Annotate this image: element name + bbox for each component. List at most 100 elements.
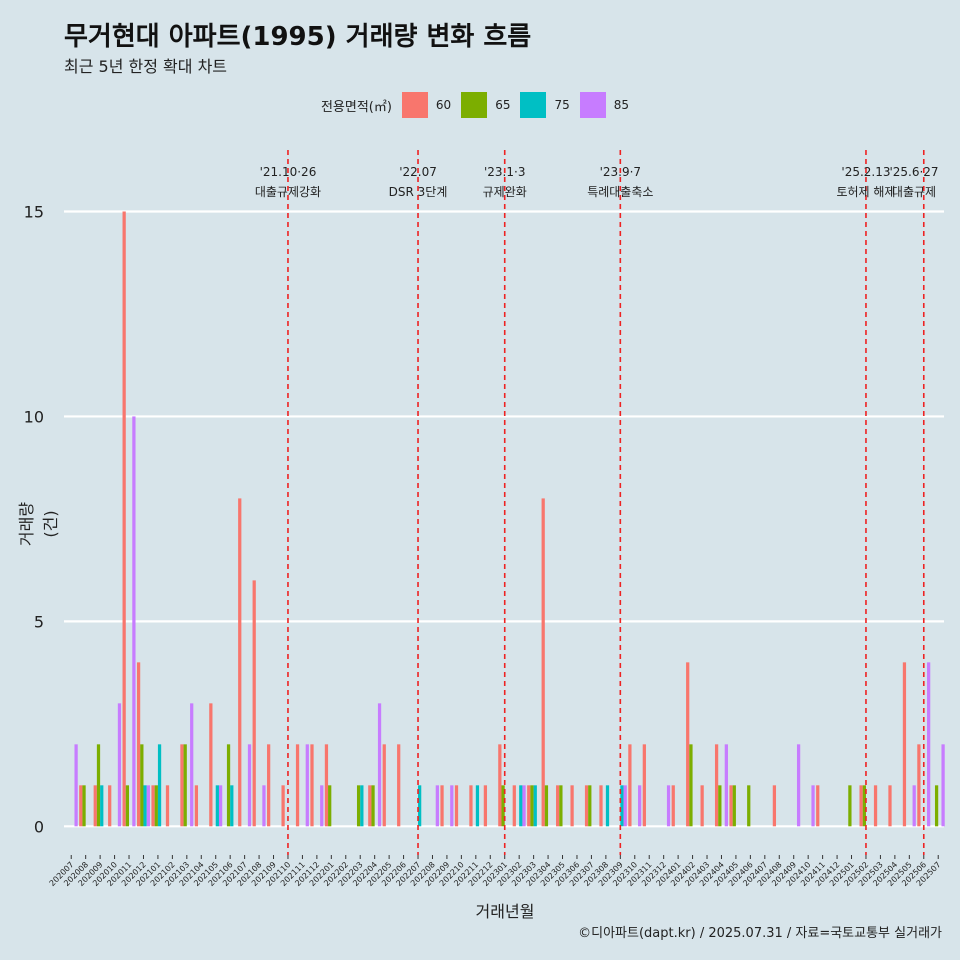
legend-item-60: 60 — [401, 92, 452, 118]
bar — [927, 662, 931, 827]
bar — [305, 744, 309, 827]
bar — [772, 785, 777, 827]
bar — [642, 744, 646, 827]
bar — [418, 785, 422, 827]
bar — [100, 785, 104, 827]
annotation-label: 특례대출축소 — [587, 185, 653, 199]
bar — [686, 662, 690, 827]
bar — [902, 662, 907, 827]
legend-swatch-75 — [520, 92, 547, 118]
bar — [281, 785, 285, 827]
bar — [700, 785, 704, 827]
annotation-date: '23.1·3 — [484, 165, 525, 179]
bar — [498, 744, 502, 827]
bar — [718, 785, 722, 827]
bar — [435, 785, 439, 827]
bar — [559, 785, 563, 827]
bar — [226, 744, 231, 827]
bar — [469, 785, 473, 827]
bar — [252, 580, 256, 827]
bar — [816, 785, 820, 827]
legend-label-85: 85 — [613, 98, 630, 112]
y-tick-label: 15 — [24, 202, 44, 221]
bar — [544, 785, 549, 827]
bar — [588, 785, 592, 827]
bar — [183, 744, 187, 827]
bar — [666, 785, 671, 827]
bar — [382, 744, 386, 827]
bar — [689, 744, 693, 827]
bar — [732, 785, 736, 827]
bar — [475, 785, 480, 827]
bar — [519, 785, 523, 827]
bar — [267, 744, 271, 827]
bar — [157, 744, 162, 827]
legend-item-75: 75 — [520, 92, 570, 118]
legend-label-75: 75 — [554, 98, 570, 112]
bar — [371, 785, 375, 827]
annotation-date: '21.10·26 — [260, 165, 317, 179]
bar — [501, 785, 505, 827]
chart-subtitle: 최근 5년 한정 확대 차트 — [64, 57, 228, 76]
bar — [132, 416, 136, 827]
bar — [888, 785, 892, 827]
bar — [96, 744, 101, 827]
bar — [848, 785, 852, 827]
bar — [165, 785, 170, 827]
bar — [125, 785, 130, 827]
bar — [512, 785, 516, 827]
y-tick-label: 5 — [34, 612, 44, 631]
bar — [122, 211, 126, 827]
bar — [93, 785, 97, 827]
bar — [527, 785, 531, 827]
bar — [556, 785, 560, 827]
bar — [483, 785, 488, 827]
bar — [180, 744, 184, 827]
bar — [230, 785, 234, 827]
bar — [522, 785, 526, 827]
bar — [310, 744, 314, 827]
bar — [623, 785, 627, 827]
bar — [218, 785, 223, 827]
bar — [209, 703, 213, 827]
bar — [136, 662, 141, 827]
bar — [912, 785, 916, 827]
bar — [917, 744, 921, 827]
bar — [324, 744, 329, 827]
y-axis-label: 거래량(건) — [17, 501, 60, 547]
bar — [796, 744, 801, 827]
legend-swatch-60 — [401, 92, 428, 118]
bar — [108, 785, 112, 827]
annotation-label: 토허제 해제 — [836, 185, 895, 199]
bar — [151, 785, 155, 827]
bar — [533, 785, 537, 827]
bar — [859, 785, 863, 827]
bar — [599, 785, 603, 827]
bar — [79, 785, 83, 827]
bar — [368, 785, 372, 827]
bar — [714, 744, 719, 827]
bar — [934, 785, 939, 827]
bar — [74, 744, 78, 827]
x-axis-label: 거래년월 — [475, 902, 535, 921]
bar — [454, 785, 459, 827]
annotation-label: 대출규제 — [892, 185, 936, 199]
bar — [724, 744, 728, 827]
bar — [190, 703, 194, 827]
bar — [638, 785, 642, 827]
legend-swatch-85 — [579, 92, 606, 118]
bar — [154, 785, 158, 827]
y-tick-label: 0 — [34, 817, 44, 836]
bar — [320, 785, 324, 827]
bar — [247, 744, 252, 827]
bar — [82, 785, 86, 827]
legend-item-65: 65 — [461, 92, 510, 118]
bar — [671, 785, 675, 827]
annotation-date: '23.9·7 — [600, 165, 641, 179]
bar — [328, 785, 332, 827]
legend-label-60: 60 — [435, 98, 452, 112]
bar — [584, 785, 589, 827]
bar — [117, 703, 122, 827]
bar — [215, 785, 219, 827]
